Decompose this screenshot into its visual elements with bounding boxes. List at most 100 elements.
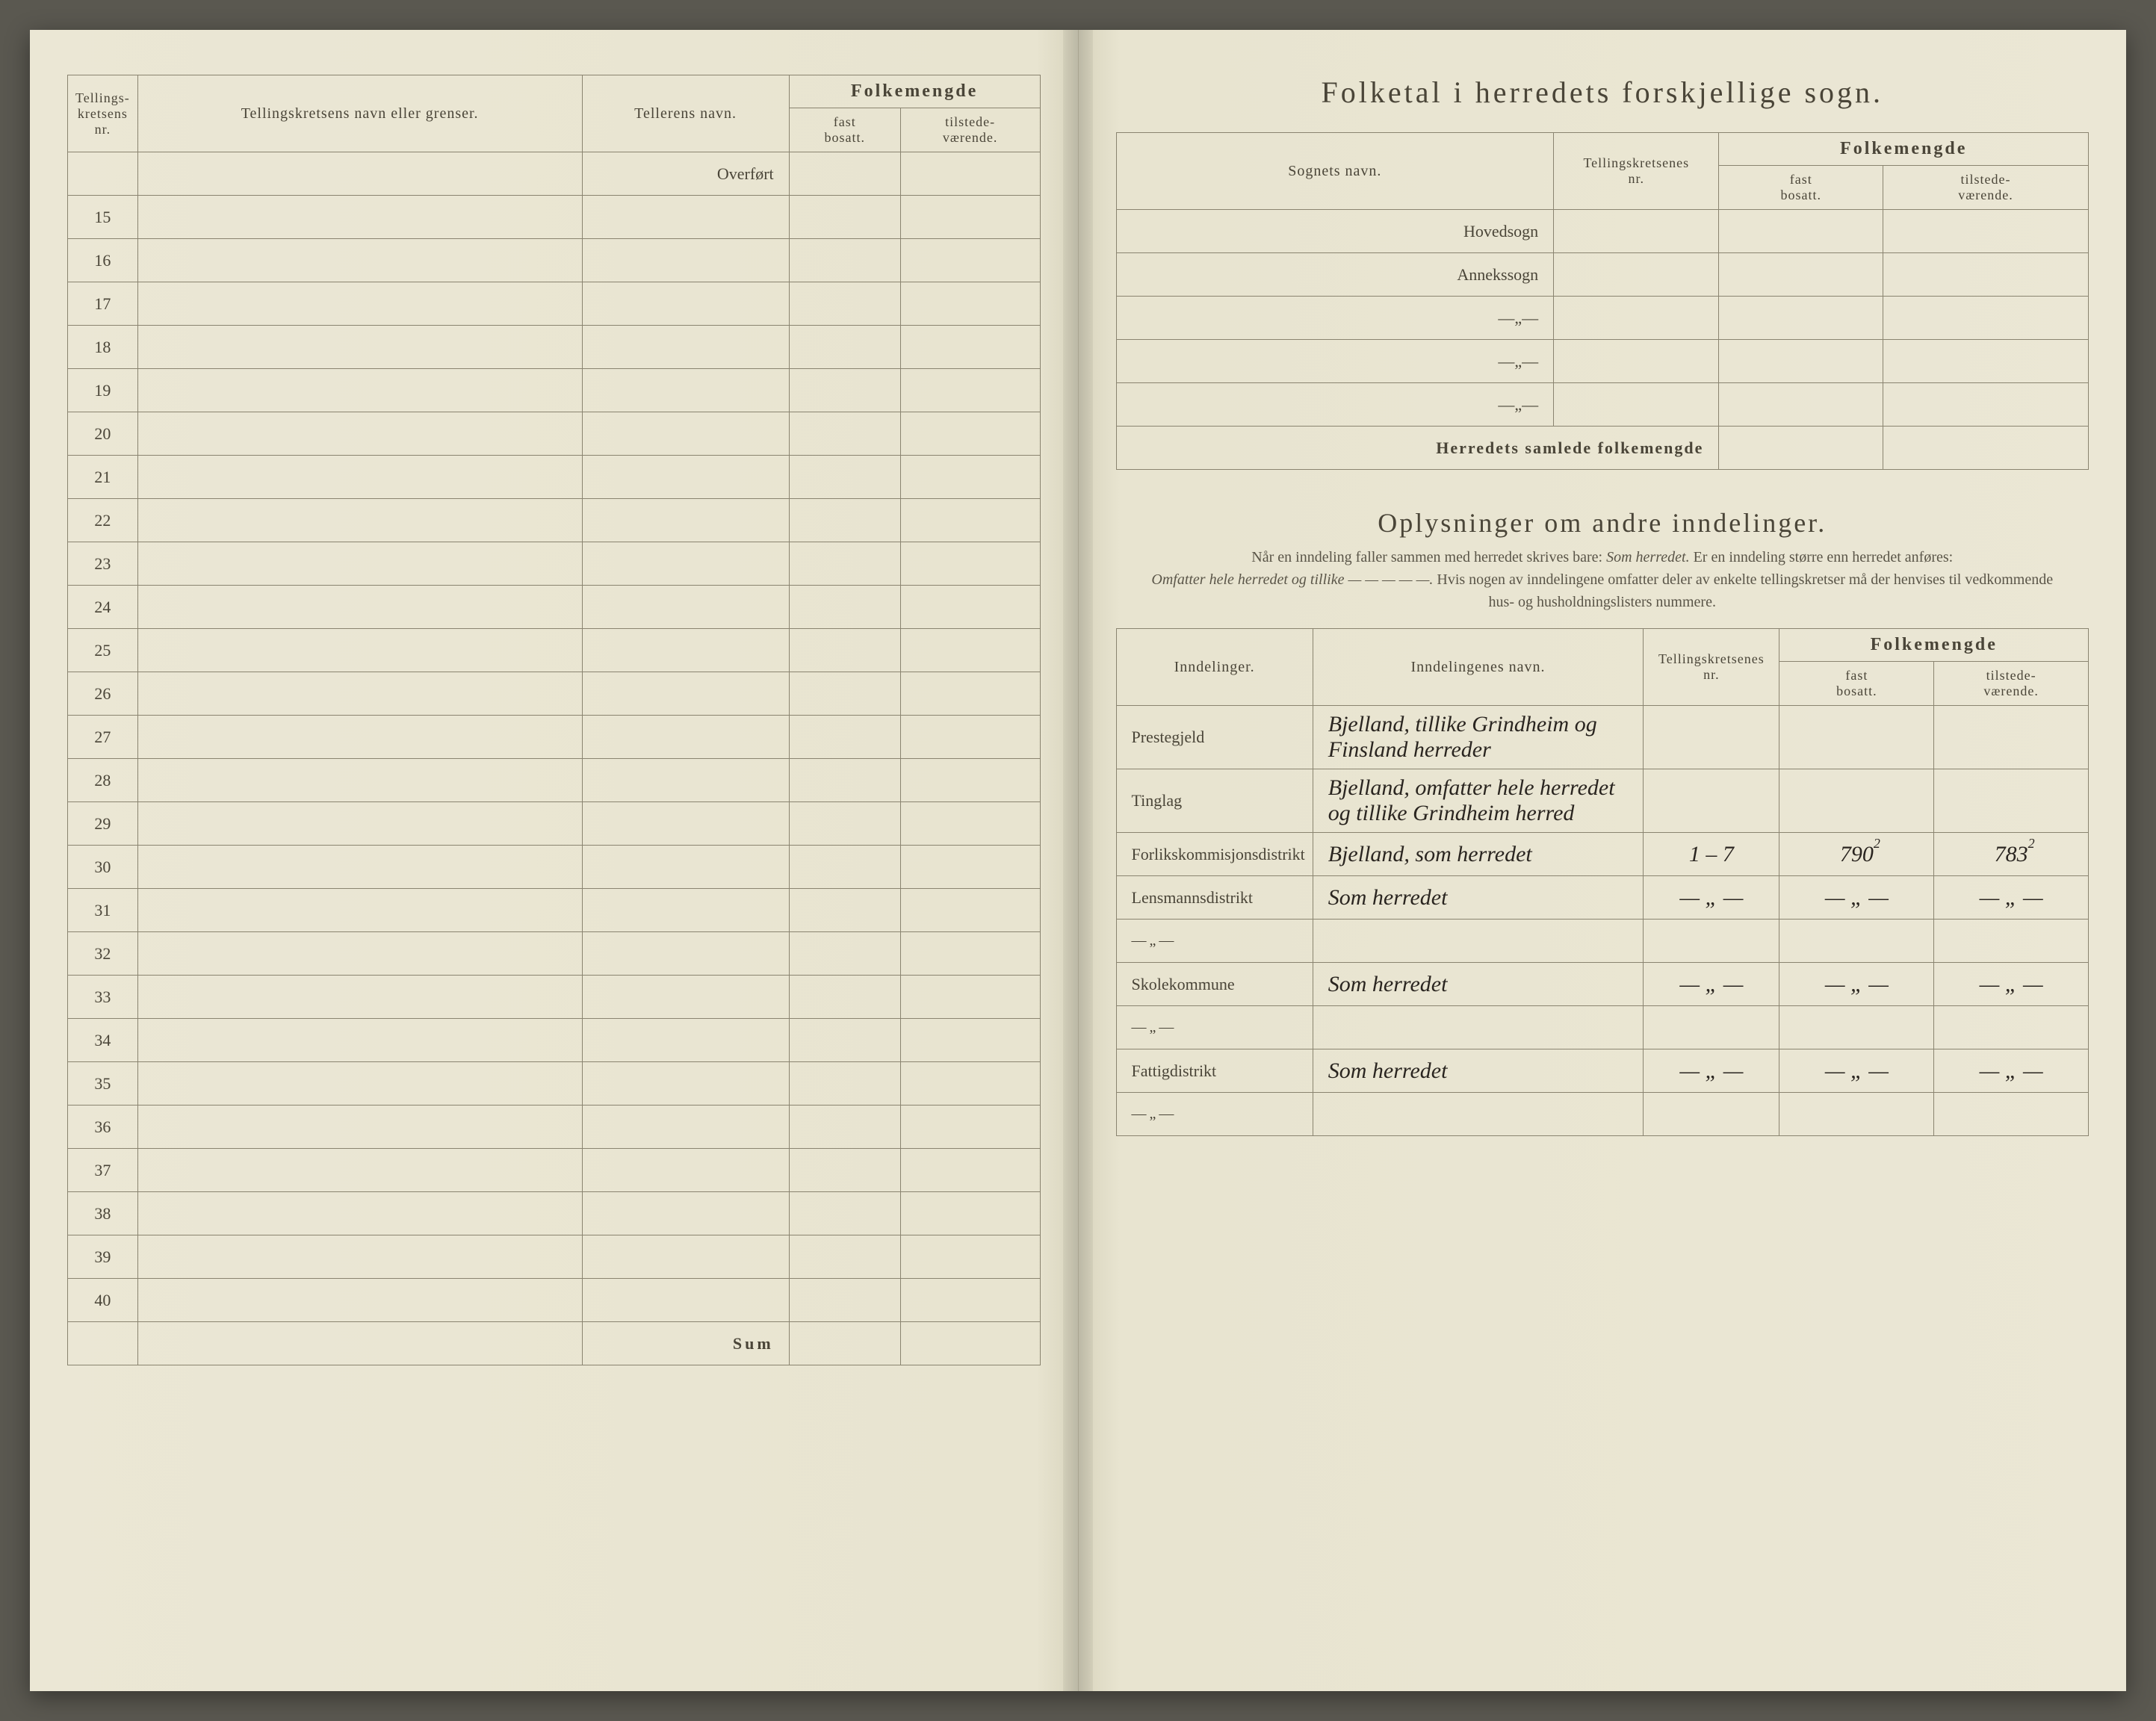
row-number: 35 [68, 1062, 138, 1106]
table-row: 15 [68, 196, 1041, 239]
table-row: 22 [68, 499, 1041, 542]
inndeling-label: Tinglag [1116, 769, 1313, 833]
row-number: 15 [68, 196, 138, 239]
inndeling-navn: Bjelland, tillike Grindheim og Finsland … [1313, 706, 1644, 769]
table-row: 28 [68, 759, 1041, 802]
inndeling-navn [1313, 1006, 1644, 1049]
row-number: 17 [68, 282, 138, 326]
table-row: 40 [68, 1279, 1041, 1322]
sogn-label: —„— [1116, 383, 1554, 427]
row-number: 39 [68, 1235, 138, 1279]
sogn-label: Annekssogn [1116, 253, 1554, 297]
inndeling-tv: — „ — [1934, 963, 2089, 1006]
hdr-sognets-navn: Sognets navn. [1116, 133, 1554, 210]
row-number: 20 [68, 412, 138, 456]
census-form-spread: Tellings- kretsens nr. Tellingskretsens … [30, 30, 2126, 1691]
row-number: 28 [68, 759, 138, 802]
inndeling-tv: — „ — [1934, 876, 2089, 920]
table-row: 26 [68, 672, 1041, 716]
table-row: 23 [68, 542, 1041, 586]
table-row: 20 [68, 412, 1041, 456]
table-row: Lensmannsdistrikt Som herredet — „ — — „… [1116, 876, 2089, 920]
inndeling-navn: Som herredet [1313, 876, 1644, 920]
samlede-row: Herredets samlede folkemengde [1116, 427, 2089, 470]
table-row: Forlikskommisjonsdistrikt Bjelland, som … [1116, 833, 2089, 876]
hdr-inndelinger: Inndelinger. [1116, 629, 1313, 706]
hdr-folkemengde: Folkemengde [789, 75, 1040, 108]
inndeling-fb [1779, 1006, 1934, 1049]
overfort-label: Overført [582, 152, 789, 196]
table-row: —„— [1116, 1093, 2089, 1136]
inndeling-fb: — „ — [1779, 876, 1934, 920]
inndeling-label: Skolekommune [1116, 963, 1313, 1006]
table-row: 29 [68, 802, 1041, 846]
sogn-table-body: HovedsognAnnekssogn—„——„——„—Herredets sa… [1116, 210, 2089, 470]
inndeling-tk [1644, 1093, 1779, 1136]
inndeling-label: —„— [1116, 1006, 1313, 1049]
table-row: 19 [68, 369, 1041, 412]
table-row: 21 [68, 456, 1041, 499]
table-row: Fattigdistrikt Som herredet — „ — — „ — … [1116, 1049, 2089, 1093]
table-row: Annekssogn [1116, 253, 2089, 297]
table-row: 32 [68, 932, 1041, 976]
inndeling-fb [1779, 1093, 1934, 1136]
inndeling-navn [1313, 1093, 1644, 1136]
inndeling-label: Lensmannsdistrikt [1116, 876, 1313, 920]
row-number: 31 [68, 889, 138, 932]
table-row: —„— [1116, 297, 2089, 340]
row-number: 22 [68, 499, 138, 542]
hdr-inndelinger-tk: Tellingskretsenesnr. [1644, 629, 1779, 706]
table-row: —„— [1116, 920, 2089, 963]
inndeling-label: —„— [1116, 1093, 1313, 1136]
inndelinger-table: Inndelinger. Inndelingenes navn. Telling… [1116, 628, 2090, 1136]
inndeling-fb: — „ — [1779, 963, 1934, 1006]
sum-label: Sum [582, 1322, 789, 1365]
inndeling-tk [1644, 706, 1779, 769]
row-number: 27 [68, 716, 138, 759]
table-row: 18 [68, 326, 1041, 369]
inndeling-tv [1934, 706, 2089, 769]
table-row: 16 [68, 239, 1041, 282]
sogn-label: —„— [1116, 297, 1554, 340]
hdr-folkemengde-r: Folkemengde [1719, 133, 2089, 166]
row-number: 33 [68, 976, 138, 1019]
row-number: 24 [68, 586, 138, 629]
hdr-inndelinger-navn: Inndelingenes navn. [1313, 629, 1644, 706]
section2-note: Når en inndeling faller sammen med herre… [1146, 546, 2060, 613]
inndeling-fb: 7902 [1779, 833, 1934, 876]
table-row: Prestegjeld Bjelland, tillike Grindheim … [1116, 706, 2089, 769]
inndeling-fb [1779, 706, 1934, 769]
row-number: 18 [68, 326, 138, 369]
inndeling-tk [1644, 920, 1779, 963]
inndeling-tv [1934, 769, 2089, 833]
inndeling-tv [1934, 920, 2089, 963]
page-right: Folketal i herredets forskjellige sogn. … [1079, 30, 2127, 1691]
row-number: 30 [68, 846, 138, 889]
inndeling-fb [1779, 769, 1934, 833]
inndeling-tv [1934, 1093, 2089, 1136]
inndeling-tk [1644, 1006, 1779, 1049]
sogn-label: Hovedsogn [1116, 210, 1554, 253]
table-row: 30 [68, 846, 1041, 889]
inndeling-tk [1644, 769, 1779, 833]
row-number: 25 [68, 629, 138, 672]
inndelinger-table-body: Prestegjeld Bjelland, tillike Grindheim … [1116, 706, 2089, 1136]
hdr-inndelinger-fast: fastbosatt. [1779, 662, 1934, 706]
table-row: 27 [68, 716, 1041, 759]
table-row: 36 [68, 1106, 1041, 1149]
right-title: Folketal i herredets forskjellige sogn. [1116, 75, 2090, 110]
table-row: 24 [68, 586, 1041, 629]
inndeling-tk: — „ — [1644, 876, 1779, 920]
row-number: 34 [68, 1019, 138, 1062]
overfort-row: Overført [68, 152, 1041, 196]
hdr-tellings-nr: Tellings- kretsens nr. [68, 75, 138, 152]
left-table: Tellings- kretsens nr. Tellingskretsens … [67, 75, 1041, 1365]
table-row: 39 [68, 1235, 1041, 1279]
table-row: 38 [68, 1192, 1041, 1235]
row-number: 16 [68, 239, 138, 282]
table-row: 17 [68, 282, 1041, 326]
table-row: Hovedsogn [1116, 210, 2089, 253]
table-row: —„— [1116, 340, 2089, 383]
left-table-body: Overført 1516171819202122232425262728293… [68, 152, 1041, 1365]
sogn-table: Sognets navn. Tellingskretsenesnr. Folke… [1116, 132, 2090, 470]
